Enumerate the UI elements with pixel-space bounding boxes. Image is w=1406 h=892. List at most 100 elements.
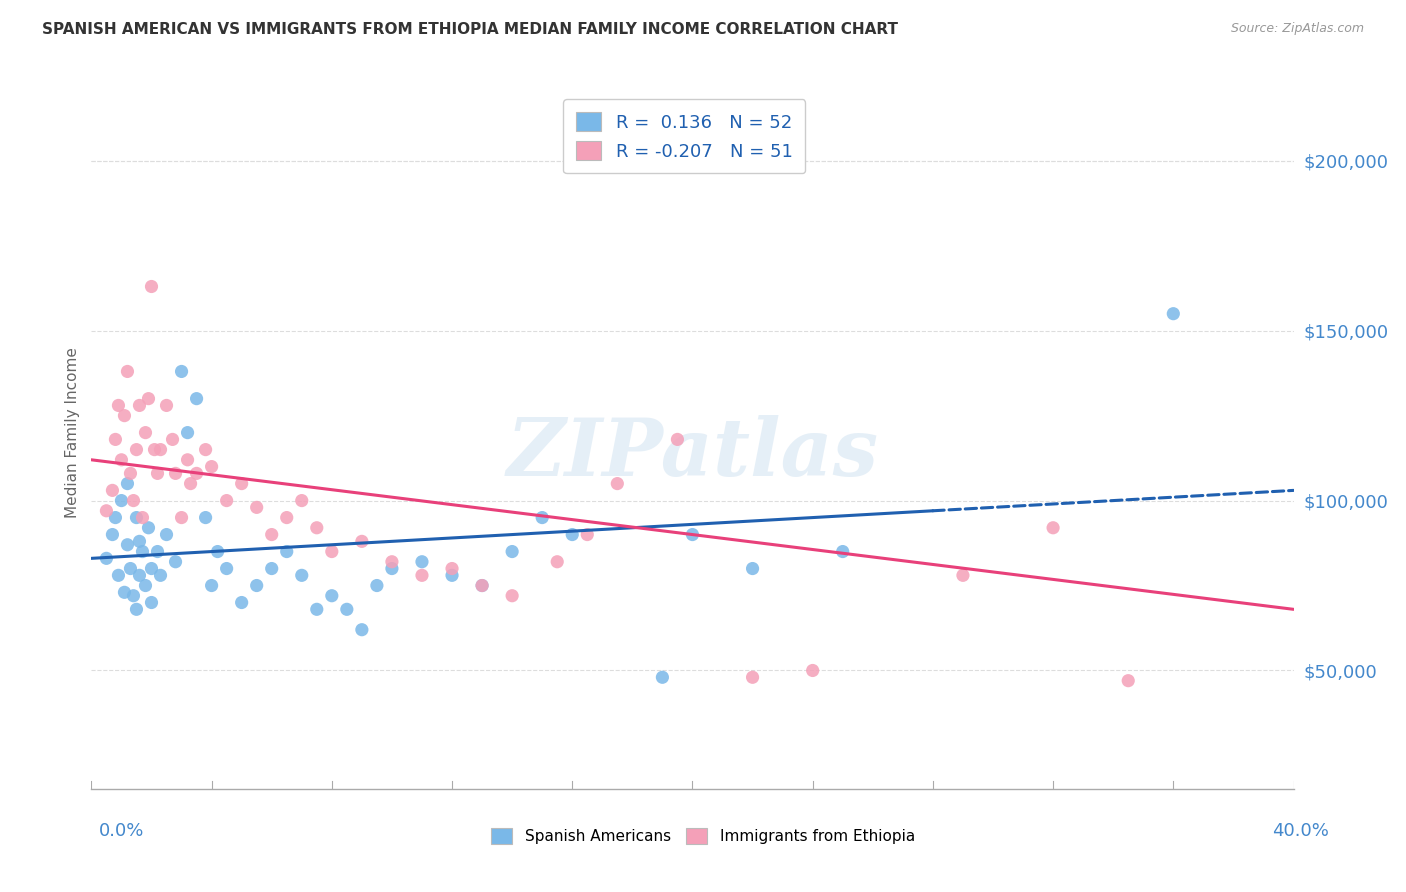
Point — [186, 392, 208, 406]
Point — [381, 561, 404, 575]
Point — [201, 578, 224, 592]
Point — [606, 476, 628, 491]
Point — [128, 534, 150, 549]
Point — [107, 568, 129, 582]
Point — [291, 568, 314, 582]
Point — [165, 467, 187, 481]
Point — [260, 527, 283, 541]
Point — [134, 578, 156, 592]
Point — [146, 544, 169, 558]
Point — [146, 467, 169, 481]
Text: Source: ZipAtlas.com: Source: ZipAtlas.com — [1230, 22, 1364, 36]
Point — [411, 555, 433, 569]
Point — [741, 670, 763, 684]
Point — [276, 544, 298, 558]
Point — [576, 527, 599, 541]
Point — [149, 568, 172, 582]
Point — [681, 527, 703, 541]
Point — [207, 544, 229, 558]
Y-axis label: Median Family Income: Median Family Income — [65, 347, 80, 518]
Point — [561, 527, 583, 541]
Point — [231, 595, 253, 609]
Point — [101, 483, 124, 498]
Point — [531, 510, 554, 524]
Point — [138, 521, 160, 535]
Point — [801, 664, 824, 678]
Point — [194, 510, 217, 524]
Point — [176, 452, 198, 467]
Point — [231, 476, 253, 491]
Point — [128, 399, 150, 413]
Point — [122, 589, 145, 603]
Point — [546, 555, 568, 569]
Point — [155, 399, 177, 413]
Point — [440, 561, 463, 575]
Point — [366, 578, 388, 592]
Point — [471, 578, 494, 592]
Point — [952, 568, 974, 582]
Point — [276, 510, 298, 524]
Point — [471, 578, 494, 592]
Point — [215, 561, 238, 575]
Point — [215, 493, 238, 508]
Point — [149, 442, 172, 457]
Point — [176, 425, 198, 440]
Point — [104, 433, 127, 447]
Point — [120, 467, 142, 481]
Point — [125, 602, 148, 616]
Point — [260, 561, 283, 575]
Point — [411, 568, 433, 582]
Point — [125, 442, 148, 457]
Point — [350, 534, 373, 549]
Point — [131, 510, 153, 524]
Point — [110, 493, 132, 508]
Text: 40.0%: 40.0% — [1272, 822, 1329, 840]
Text: ZIPatlas: ZIPatlas — [506, 416, 879, 492]
Point — [651, 670, 673, 684]
Point — [125, 510, 148, 524]
Point — [1042, 521, 1064, 535]
Point — [104, 510, 127, 524]
Point — [186, 467, 208, 481]
Point — [101, 527, 124, 541]
Point — [305, 521, 328, 535]
Legend: Spanish Americans, Immigrants from Ethiopia: Spanish Americans, Immigrants from Ethio… — [485, 822, 921, 850]
Legend: R =  0.136   N = 52, R = -0.207   N = 51: R = 0.136 N = 52, R = -0.207 N = 51 — [564, 99, 806, 173]
Point — [501, 544, 523, 558]
Point — [120, 561, 142, 575]
Point — [141, 561, 163, 575]
Point — [107, 399, 129, 413]
Point — [321, 544, 343, 558]
Point — [321, 589, 343, 603]
Point — [131, 544, 153, 558]
Point — [201, 459, 224, 474]
Point — [170, 510, 193, 524]
Point — [96, 551, 118, 566]
Point — [666, 433, 689, 447]
Point — [350, 623, 373, 637]
Point — [440, 568, 463, 582]
Point — [1161, 307, 1184, 321]
Point — [162, 433, 184, 447]
Point — [1116, 673, 1139, 688]
Point — [336, 602, 359, 616]
Point — [96, 504, 118, 518]
Point — [741, 561, 763, 575]
Point — [246, 578, 269, 592]
Point — [165, 555, 187, 569]
Point — [305, 602, 328, 616]
Text: 0.0%: 0.0% — [98, 822, 143, 840]
Point — [117, 364, 139, 378]
Point — [141, 595, 163, 609]
Point — [122, 493, 145, 508]
Point — [1372, 521, 1395, 535]
Point — [170, 364, 193, 378]
Point — [134, 425, 156, 440]
Point — [114, 585, 136, 599]
Point — [501, 589, 523, 603]
Point — [381, 555, 404, 569]
Point — [138, 392, 160, 406]
Text: SPANISH AMERICAN VS IMMIGRANTS FROM ETHIOPIA MEDIAN FAMILY INCOME CORRELATION CH: SPANISH AMERICAN VS IMMIGRANTS FROM ETHI… — [42, 22, 898, 37]
Point — [110, 452, 132, 467]
Point — [128, 568, 150, 582]
